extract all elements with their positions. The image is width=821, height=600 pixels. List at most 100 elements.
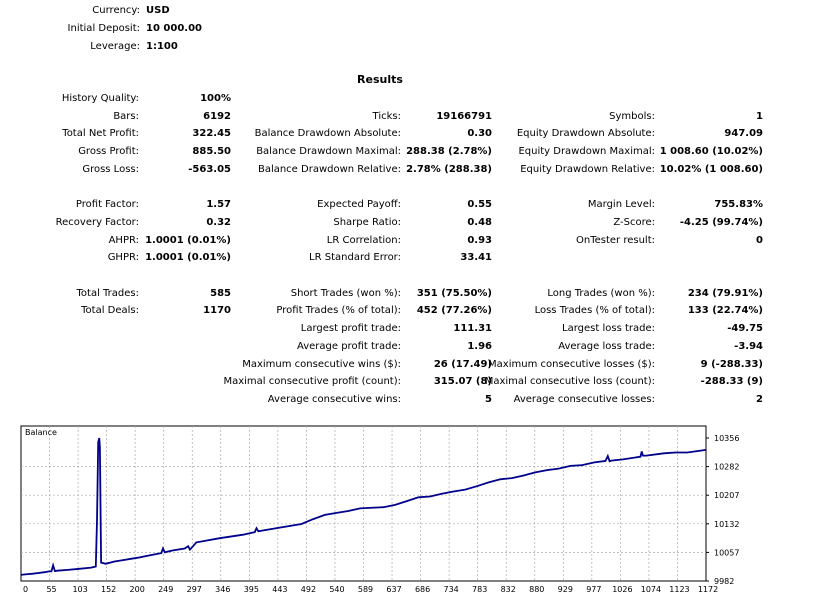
y-tick-label: 10356 xyxy=(714,434,739,443)
col2-value: 26 (17.49) xyxy=(433,358,492,370)
x-tick-label: 589 xyxy=(358,585,373,594)
chart-legend-label: Balance xyxy=(25,428,57,437)
col3-value: -49.75 xyxy=(727,323,763,335)
col3-label: Z-Score: xyxy=(613,216,655,228)
col1-label: Total Net Profit: xyxy=(62,128,139,140)
col2-value: 33.41 xyxy=(460,252,492,264)
col2-value: 452 (77.26%) xyxy=(416,305,492,317)
col2-label: Largest profit trade: xyxy=(300,323,401,335)
col2-value: 5 xyxy=(485,393,492,405)
col3-value: 234 (79.91%) xyxy=(687,287,763,299)
col1-label: History Quality: xyxy=(61,93,139,104)
col3-value: 10.02% (1 008.60) xyxy=(659,163,763,175)
col2-value: 0.30 xyxy=(467,128,492,140)
col1-value: 6192 xyxy=(203,110,231,122)
col1-value: 1.57 xyxy=(206,199,231,211)
col3-label: Equity Drawdown Absolute: xyxy=(516,128,655,140)
x-tick-label: 637 xyxy=(386,585,401,594)
x-tick-label: 880 xyxy=(529,585,544,594)
col3-value: 947.09 xyxy=(724,128,763,140)
x-tick-label: 1123 xyxy=(669,585,689,594)
col1-label: Total Deals: xyxy=(81,305,139,317)
x-tick-label: 540 xyxy=(329,585,344,594)
col1-value: 100% xyxy=(200,93,231,104)
col3-label: Maximum consecutive losses ($): xyxy=(488,358,655,370)
col2-label: Balance Drawdown Maximal: xyxy=(256,146,401,158)
col2-label: Short Trades (won %): xyxy=(290,287,401,299)
col3-label: Long Trades (won %): xyxy=(547,287,655,299)
x-tick-label: 734 xyxy=(443,585,458,594)
col1-label: Bars: xyxy=(113,110,139,122)
col1-label: Total Trades: xyxy=(76,287,140,299)
col3-value: 0 xyxy=(756,234,763,246)
x-tick-label: 783 xyxy=(472,585,487,594)
x-tick-label: 1172 xyxy=(698,585,718,594)
col1-value: 1.0001 (0.01%) xyxy=(145,252,231,264)
y-tick-label: 10057 xyxy=(714,548,739,557)
col3-label: Maximal consecutive loss (count): xyxy=(484,376,655,388)
x-tick-label: 0 xyxy=(23,585,28,594)
col3-value: 1 xyxy=(756,110,763,122)
col3-value: 1 008.60 (10.02%) xyxy=(659,146,763,158)
y-tick-label: 9982 xyxy=(714,577,734,586)
col3-label: OnTester result: xyxy=(575,234,655,246)
col2-label: Profit Trades (% of total): xyxy=(276,305,401,317)
col3-label: Largest loss trade: xyxy=(562,323,655,335)
x-tick-label: 103 xyxy=(72,585,87,594)
col2-value: 1.96 xyxy=(467,340,492,352)
y-tick-label: 10132 xyxy=(714,520,739,529)
x-tick-label: 1026 xyxy=(612,585,632,594)
col2-label: Average profit trade: xyxy=(296,340,401,352)
col3-label: Equity Drawdown Relative: xyxy=(520,163,655,175)
x-tick-label: 152 xyxy=(101,585,116,594)
x-tick-label: 249 xyxy=(158,585,173,594)
col2-label: Balance Drawdown Absolute: xyxy=(254,128,401,140)
x-tick-label: 492 xyxy=(301,585,316,594)
header-label: Initial Deposit: xyxy=(67,23,140,34)
header-value: USD xyxy=(146,5,170,16)
col1-value: 0.32 xyxy=(206,216,231,228)
x-tick-label: 929 xyxy=(558,585,573,594)
col3-value: -3.94 xyxy=(734,340,763,352)
x-tick-label: 297 xyxy=(187,585,202,594)
col2-label: Expected Payoff: xyxy=(317,199,401,211)
col1-label: Recovery Factor: xyxy=(55,216,139,228)
col1-label: Profit Factor: xyxy=(75,199,139,211)
col2-value: 19166791 xyxy=(436,110,492,122)
y-tick-label: 10282 xyxy=(714,463,739,472)
x-tick-label: 395 xyxy=(244,585,259,594)
header-label: Currency: xyxy=(92,5,140,16)
col1-value: 885.50 xyxy=(192,146,231,158)
col2-label: Average consecutive wins: xyxy=(267,393,401,405)
col2-value: 2.78% (288.38) xyxy=(406,163,492,175)
col2-label: Sharpe Ratio: xyxy=(333,216,401,228)
x-tick-label: 200 xyxy=(130,585,145,594)
col1-value: 322.45 xyxy=(192,128,231,140)
x-tick-label: 346 xyxy=(215,585,230,594)
results-title: Results xyxy=(357,73,403,86)
col3-label: Symbols: xyxy=(609,110,655,122)
col1-value: 1170 xyxy=(203,305,231,317)
balance-chart: 0 55 103 152 200 249 297 346 395 443 492 540 589 637 6… xyxy=(20,425,739,594)
col1-value: -563.05 xyxy=(188,163,231,175)
y-tick-label: 10207 xyxy=(714,491,739,500)
col2-label: Maximum consecutive wins ($): xyxy=(242,358,401,370)
col2-value: 0.55 xyxy=(467,199,492,211)
x-tick-label: 686 xyxy=(415,585,430,594)
col3-label: Equity Drawdown Maximal: xyxy=(518,146,655,158)
x-tick-label: 832 xyxy=(501,585,516,594)
col2-value: 0.48 xyxy=(467,216,492,228)
col3-value: 2 xyxy=(756,393,763,405)
col2-label: Balance Drawdown Relative: xyxy=(257,163,401,175)
col1-label: GHPR: xyxy=(107,252,139,264)
col2-label: Maximal consecutive profit (count): xyxy=(223,376,401,388)
col1-label: Gross Profit: xyxy=(78,146,139,158)
col3-label: Loss Trades (% of total): xyxy=(534,305,655,317)
col2-value: 111.31 xyxy=(453,323,492,335)
col1-value: 585 xyxy=(210,287,231,299)
col2-value: 288.38 (2.78%) xyxy=(406,146,492,158)
header-label: Leverage: xyxy=(90,41,140,52)
header-value: 1:100 xyxy=(146,41,178,52)
col2-value: 0.93 xyxy=(467,234,492,246)
col2-label: LR Standard Error: xyxy=(309,252,401,264)
